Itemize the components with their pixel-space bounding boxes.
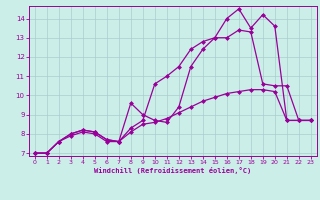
X-axis label: Windchill (Refroidissement éolien,°C): Windchill (Refroidissement éolien,°C) (94, 167, 252, 174)
